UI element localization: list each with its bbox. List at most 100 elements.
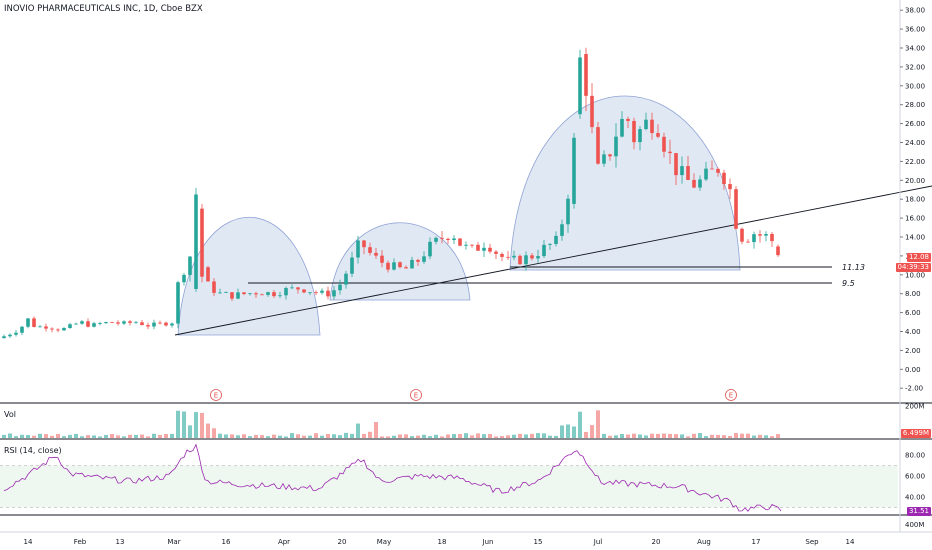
price-tick-label: 18.00 [905, 196, 925, 204]
volume-bar [584, 431, 588, 438]
volume-bar [2, 434, 6, 438]
volume-bar [128, 434, 132, 438]
candle-body [770, 233, 774, 242]
volume-bar [32, 435, 36, 438]
candle-body [314, 292, 318, 294]
candle-body [722, 172, 726, 185]
earnings-marker-label: E [729, 392, 733, 400]
candle-body [608, 154, 612, 157]
volume-bar [104, 434, 108, 438]
volume-bar [470, 435, 474, 438]
volume-bar [596, 410, 600, 438]
price-tick-label: 2.00 [905, 347, 921, 355]
volume-bar [644, 435, 648, 438]
candle-body [416, 259, 420, 262]
volume-bar [620, 434, 624, 438]
earnings-marker-label: E [414, 392, 418, 400]
candle-body [146, 325, 150, 327]
candle-body [716, 168, 720, 173]
candle-body [326, 290, 330, 297]
volume-bar [158, 434, 162, 438]
volume-bar [668, 433, 672, 438]
volume-bar [134, 434, 138, 438]
candle-body [140, 322, 144, 326]
rsi-pane [0, 443, 898, 512]
time-axis-label: Jun [482, 538, 494, 546]
candle-body [446, 238, 450, 241]
price-tick-label: 28.00 [905, 101, 925, 109]
candle-body [710, 168, 714, 170]
candle-body [242, 292, 246, 295]
candle-body [200, 208, 204, 277]
candle-body [320, 290, 324, 293]
volume-bar [662, 433, 666, 438]
volume-bar [86, 435, 90, 438]
candle-body [488, 247, 492, 252]
volume-bar [170, 433, 174, 438]
price-tick-label: 14.00 [905, 234, 925, 242]
candle-body [368, 247, 372, 253]
volume-bar [20, 434, 24, 438]
candle-body [404, 267, 408, 269]
candle-body [290, 287, 294, 289]
candle-body [62, 328, 66, 331]
volume-bar [206, 423, 210, 438]
candle-body [302, 289, 306, 293]
volume-bar [308, 435, 312, 438]
candle-body [584, 54, 588, 96]
volume-bar [200, 412, 204, 438]
price-tick-label: 34.00 [905, 45, 925, 53]
candle-body [698, 179, 702, 188]
volume-bar [320, 435, 324, 438]
volume-bar [680, 434, 684, 438]
volume-bar [68, 434, 72, 438]
volume-bar [614, 435, 618, 438]
earnings-marker[interactable] [210, 389, 222, 401]
volume-bar [188, 425, 192, 438]
volume-bar [14, 436, 18, 438]
candle-body [14, 332, 18, 335]
candle-body [206, 267, 210, 282]
volume-bar [110, 433, 114, 438]
volume-bar [50, 435, 54, 438]
volume-bar [152, 433, 156, 438]
time-axis-label: Jul [593, 538, 603, 546]
price-tick-label: 36.00 [905, 26, 925, 34]
earnings-marker[interactable] [410, 389, 422, 401]
candle-body [230, 292, 234, 299]
volume-bar [434, 434, 438, 438]
candle-body [500, 253, 504, 257]
candle-body [560, 224, 564, 236]
time-axis-label: Sep [805, 538, 819, 546]
time-axis-label: 14 [846, 538, 855, 546]
time-axis-label: Apr [278, 538, 290, 546]
ascending-trendline[interactable] [174, 185, 932, 336]
candle-body [134, 322, 138, 324]
earnings-marker[interactable] [725, 389, 737, 401]
rsi-tick-label: 60.00 [905, 473, 925, 481]
time-axis-label: Aug [697, 538, 711, 546]
volume-bar [194, 412, 198, 438]
candle-body [578, 57, 582, 115]
candle-body [524, 255, 528, 265]
price-tick-label: 10.00 [905, 271, 925, 279]
volume-bar [218, 433, 222, 438]
candle-body [92, 323, 96, 327]
candle-body [392, 262, 396, 270]
candle-body [482, 247, 486, 251]
price-tick-label: 4.00 [905, 328, 921, 336]
volume-bar [314, 433, 318, 438]
volume-bar [182, 411, 186, 438]
candle-body [434, 237, 438, 242]
trendline[interactable] [174, 185, 932, 336]
volume-bar [608, 435, 612, 438]
candle-body [656, 133, 660, 137]
price-tick-label: 6.00 [905, 309, 921, 317]
volume-bar [710, 434, 714, 438]
candle-body [572, 137, 576, 204]
volume-bar [230, 434, 234, 438]
candle-body [266, 292, 270, 295]
price-tick-label: 0.00 [905, 366, 921, 374]
